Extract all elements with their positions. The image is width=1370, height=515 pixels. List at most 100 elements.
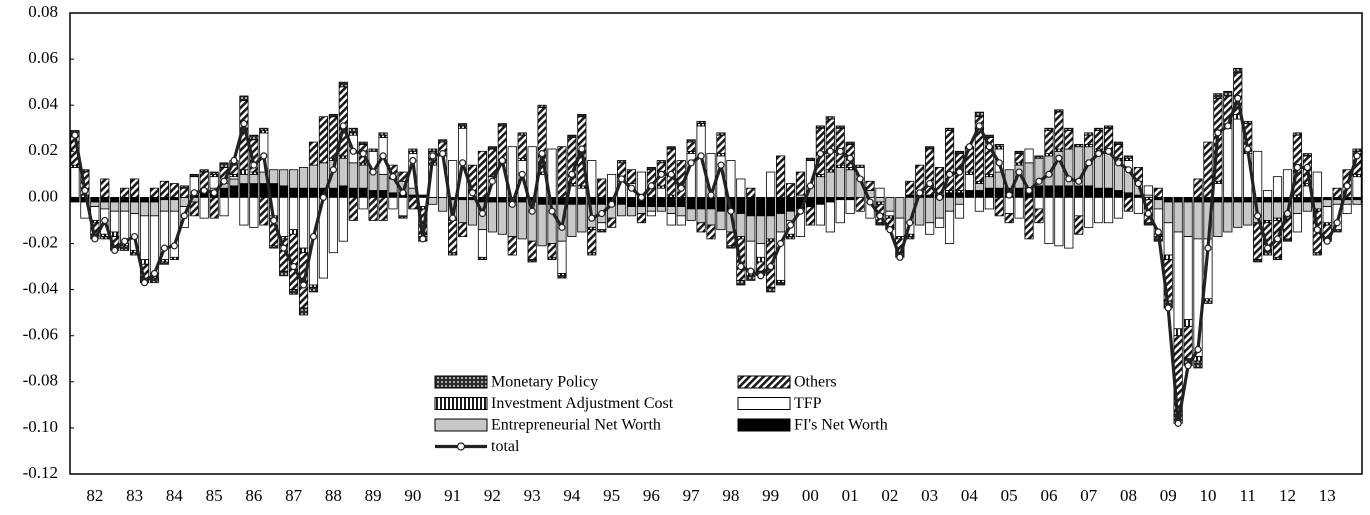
legend-label: total: [491, 438, 520, 455]
legend-swatch: [434, 397, 488, 410]
bar-segment: [756, 261, 766, 272]
bar-segment: [785, 236, 796, 240]
bar-segment: [139, 215, 150, 261]
bar-segment: [169, 199, 179, 212]
bar-segment: [229, 185, 239, 198]
y-tick-label: -0.12: [23, 463, 58, 482]
bar-segment: [656, 187, 666, 198]
bar-segment: [875, 222, 885, 226]
bar-segment: [1084, 196, 1094, 228]
total-point: [260, 152, 268, 160]
bar-segment: [1094, 127, 1104, 131]
bar-segment: [587, 252, 597, 256]
y-tick-label: 0.04: [28, 94, 58, 113]
bar-segment: [298, 167, 309, 189]
bar-segment: [537, 104, 547, 108]
bar-segment: [308, 164, 319, 189]
bar-segment: [815, 125, 825, 129]
bar-segment: [766, 196, 776, 217]
bar-segment: [1233, 201, 1243, 228]
bars: [70, 67, 1362, 424]
bar-segment: [557, 275, 567, 279]
total-point: [329, 166, 337, 174]
total-point: [866, 198, 874, 206]
total-point: [896, 253, 904, 261]
bar-segment: [845, 169, 855, 198]
bar-segment: [815, 203, 825, 226]
bar-segment: [438, 196, 448, 212]
bar-segment: [925, 196, 935, 224]
bar-segment: [1034, 196, 1044, 210]
bar-segment: [428, 148, 438, 152]
total-point: [856, 175, 864, 183]
bar-segment: [279, 196, 289, 237]
total-point: [71, 131, 79, 139]
bar-segment: [1203, 300, 1213, 304]
total-point: [667, 170, 675, 178]
bar-segment: [179, 185, 189, 189]
bar-segment: [954, 192, 965, 198]
total-point: [270, 216, 278, 225]
bar-segment: [269, 245, 279, 249]
bar-segment: [110, 210, 120, 233]
bar-segment: [944, 196, 955, 212]
bar-segment: [189, 173, 199, 178]
total-point: [1184, 362, 1192, 370]
total-point: [1095, 150, 1103, 158]
total-point: [111, 246, 119, 255]
bar-segment: [1163, 254, 1173, 261]
bar-segment: [656, 160, 666, 164]
bar-segment: [497, 123, 507, 127]
bar-segment: [547, 243, 557, 258]
bar-segment: [964, 173, 975, 191]
bar-segment: [159, 180, 169, 198]
bar-segment: [825, 171, 835, 198]
total-point: [568, 170, 576, 178]
bar-segment: [1103, 196, 1114, 224]
bar-segment: [1282, 169, 1293, 198]
bar-segment: [974, 196, 984, 212]
bar-segment: [1302, 153, 1312, 157]
bar-segment: [1074, 196, 1084, 217]
bar-segment: [438, 139, 448, 143]
bar-segment: [676, 196, 686, 208]
total-point: [1045, 170, 1053, 178]
total-point: [926, 179, 934, 188]
total-point: [906, 219, 914, 227]
bar-segment: [577, 196, 587, 205]
bar-segment: [776, 282, 786, 286]
bar-segment: [1123, 196, 1134, 212]
bar-segment: [1064, 130, 1074, 150]
bar-segment: [746, 187, 756, 198]
bar-segment: [249, 173, 259, 184]
bar-segment: [477, 256, 488, 261]
total-point: [1353, 152, 1361, 160]
bar-segment: [716, 210, 726, 231]
total-point: [449, 214, 457, 222]
bar-segment: [527, 146, 537, 198]
bar-segment: [120, 196, 130, 203]
bar-segment: [756, 256, 766, 263]
bar-segment: [1034, 155, 1044, 159]
x-tick-label: 90: [404, 486, 421, 505]
bar-segment: [149, 187, 160, 198]
bar-segment: [100, 178, 110, 198]
bar-segment: [537, 203, 547, 247]
bar-segment: [1133, 196, 1143, 214]
bar-segment: [110, 231, 120, 237]
total-point: [955, 168, 964, 176]
bar-segment: [696, 208, 706, 224]
bar-segment: [368, 190, 378, 198]
bar-segment: [1183, 236, 1193, 320]
total-point: [389, 173, 397, 181]
bar-segment: [149, 277, 160, 284]
bar-segment: [1094, 196, 1104, 224]
total-point: [309, 232, 318, 241]
bar-segment: [1183, 326, 1193, 360]
total-point: [1244, 145, 1252, 153]
total-point: [419, 235, 427, 243]
total-point: [548, 207, 556, 215]
total-point: [140, 279, 149, 287]
bar-segment: [795, 171, 806, 196]
total-point: [1343, 182, 1351, 190]
